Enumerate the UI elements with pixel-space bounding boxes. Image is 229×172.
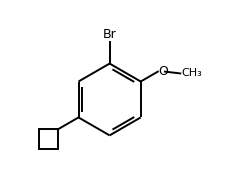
Text: CH₃: CH₃ (180, 68, 201, 78)
Text: O: O (158, 65, 168, 78)
Text: Br: Br (102, 28, 116, 41)
